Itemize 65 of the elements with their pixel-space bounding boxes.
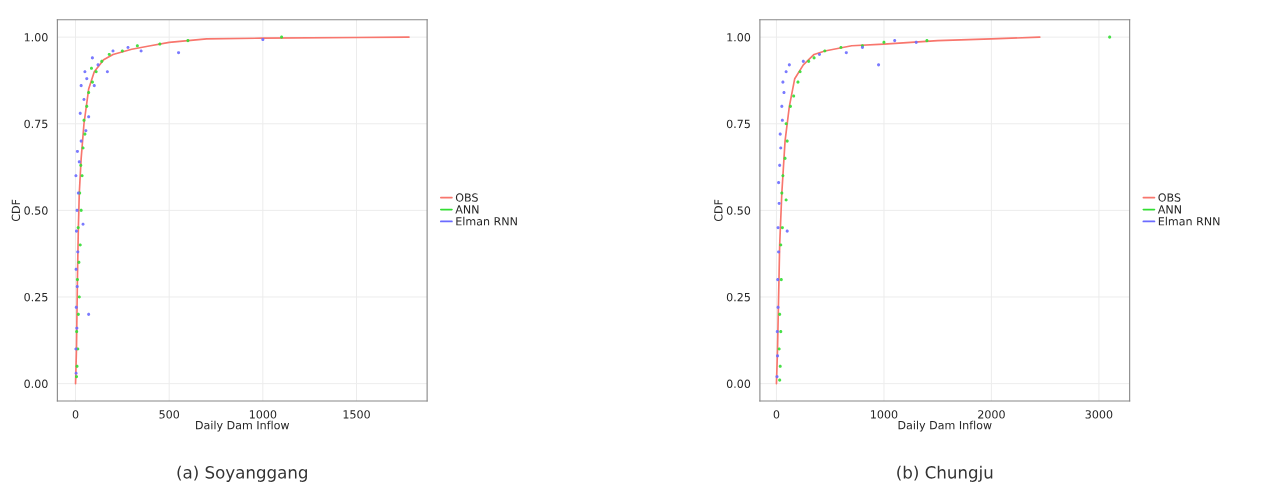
point bbox=[75, 326, 79, 330]
y-tick-label: 0.25 bbox=[726, 292, 750, 302]
point bbox=[788, 104, 792, 108]
point bbox=[782, 91, 786, 95]
point bbox=[120, 49, 124, 53]
legend-label: OBS bbox=[1158, 193, 1181, 202]
text: (a) Soyanggang bbox=[177, 465, 307, 482]
point bbox=[77, 295, 81, 299]
point bbox=[82, 97, 86, 102]
x-tick-label: 3000 bbox=[1085, 410, 1113, 419]
point bbox=[785, 229, 789, 233]
point bbox=[801, 59, 805, 63]
point bbox=[76, 312, 80, 316]
x-tick-label: 1500 bbox=[343, 410, 370, 419]
point bbox=[85, 77, 89, 81]
legend-label: OBS bbox=[455, 193, 478, 202]
point bbox=[775, 330, 779, 334]
y-tick-label: 1.00 bbox=[727, 33, 751, 42]
legend-label: Elman RNN bbox=[456, 216, 517, 226]
x-axis-title: Daily Dam Inflow bbox=[898, 420, 992, 432]
y-axis-title: CDF bbox=[11, 199, 21, 222]
point bbox=[92, 84, 96, 88]
x-tick-label: 500 bbox=[159, 410, 180, 419]
point bbox=[817, 52, 821, 56]
point bbox=[87, 312, 91, 316]
point bbox=[778, 364, 782, 368]
x-tick-label: 0 bbox=[72, 410, 79, 419]
y-tick-label: 0.00 bbox=[24, 379, 48, 388]
point bbox=[777, 181, 781, 185]
point bbox=[778, 163, 782, 167]
point bbox=[781, 80, 785, 84]
legend-label: ANN bbox=[1157, 205, 1181, 214]
point bbox=[780, 118, 784, 122]
legend-label: Elman RNN bbox=[1158, 216, 1220, 226]
y-tick-label: 0.25 bbox=[24, 292, 48, 302]
y-tick-label: 0.00 bbox=[726, 379, 751, 388]
point bbox=[126, 45, 130, 50]
x-tick-label: 0 bbox=[773, 410, 780, 419]
point bbox=[74, 305, 78, 309]
point bbox=[75, 330, 79, 334]
y-tick-label: 0.75 bbox=[24, 119, 48, 129]
text: (b) Chungju bbox=[897, 465, 993, 482]
line-series bbox=[74, 36, 410, 385]
y-tick-label: 0.50 bbox=[24, 206, 48, 215]
y-tick-label: 1.00 bbox=[24, 33, 48, 42]
point bbox=[807, 59, 811, 63]
y-axis-title: CDF bbox=[714, 199, 723, 222]
point bbox=[812, 56, 816, 60]
x-tick-label: 1000 bbox=[249, 410, 277, 419]
point bbox=[778, 312, 782, 316]
y-tick-label: 0.50 bbox=[726, 206, 751, 215]
point bbox=[844, 51, 848, 55]
x-tick-label: 1000 bbox=[871, 410, 898, 419]
point bbox=[75, 149, 79, 154]
point bbox=[75, 278, 79, 282]
point bbox=[792, 94, 796, 98]
y-tick-label: 0.75 bbox=[726, 119, 750, 129]
legend-label: ANN bbox=[455, 205, 479, 214]
x-tick-label: 2000 bbox=[978, 410, 1005, 419]
x-axis-title: Daily Dam Inflow bbox=[196, 420, 290, 432]
point bbox=[780, 226, 784, 230]
point bbox=[87, 91, 91, 95]
point bbox=[893, 39, 897, 43]
point bbox=[779, 330, 783, 334]
line-series bbox=[775, 36, 1041, 385]
